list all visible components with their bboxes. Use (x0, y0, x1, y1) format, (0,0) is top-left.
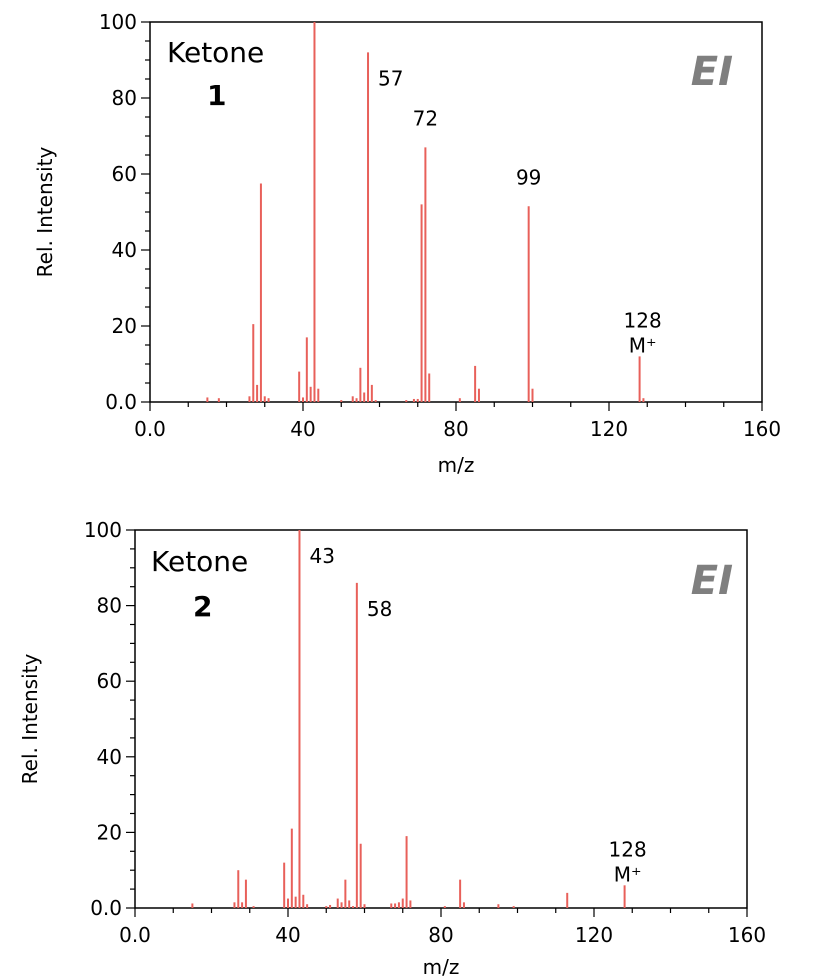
x-tick-label: 80 (428, 923, 453, 947)
y-tick-label: 40 (112, 238, 137, 262)
x-tick-label: 120 (575, 923, 613, 947)
y-tick-label: 80 (112, 86, 137, 110)
peak-label-128: 128 (609, 837, 647, 861)
peak-label-72: 72 (413, 106, 438, 130)
spectrum-panel-2: 0.0 20 40 60 80 100 0.0 40 80 120 160 m/z Rel. Inten… (18, 518, 766, 976)
compound-name: Ketone (167, 36, 264, 69)
plot-frame (149, 21, 763, 403)
molecular-ion-label: M⁺ (614, 862, 642, 886)
y-tick-label: 60 (112, 162, 137, 186)
y-axis-title: Rel. Intensity (18, 654, 42, 785)
x-tick-label: 40 (290, 417, 315, 441)
plot-frame (134, 529, 748, 909)
x-tick-label: 80 (443, 417, 468, 441)
y-tick-label: 0.0 (90, 896, 122, 920)
y-tick-label: 20 (112, 314, 137, 338)
ionization-method-label: EI (691, 49, 733, 95)
x-tick-label: 40 (275, 923, 300, 947)
x-tick-label: 160 (728, 923, 766, 947)
spectrum-panel-1: 0.0 20 40 60 80 100 0.0 40 80 120 160 m/z Rel. Inten… (33, 10, 781, 477)
y-tick-label: 100 (84, 518, 122, 542)
peak-label-58: 58 (367, 597, 392, 621)
y-axis-title: Rel. Intensity (33, 147, 57, 278)
x-tick-label: 120 (590, 417, 628, 441)
x-axis-title: m/z (423, 955, 460, 976)
y-tick-label: 60 (97, 669, 122, 693)
x-tick-label: 160 (743, 417, 781, 441)
x-axis-title: m/z (438, 453, 475, 477)
y-tick-label: 100 (99, 10, 137, 34)
y-tick-label: 0.0 (105, 390, 137, 414)
compound-number: 1 (207, 79, 226, 112)
molecular-ion-label: M⁺ (629, 333, 657, 357)
peak-label-99: 99 (516, 165, 541, 189)
x-tick-label: 0.0 (134, 417, 166, 441)
y-tick-label: 40 (97, 745, 122, 769)
y-tick-label: 20 (97, 820, 122, 844)
peak-label-57: 57 (378, 66, 403, 90)
peak-label-43: 43 (309, 544, 334, 568)
peak-label-128: 128 (624, 308, 662, 332)
x-tick-label: 0.0 (119, 923, 151, 947)
ionization-method-label: EI (691, 558, 733, 604)
compound-name: Ketone (151, 545, 248, 578)
y-tick-label: 80 (97, 594, 122, 618)
compound-number: 2 (193, 590, 212, 623)
